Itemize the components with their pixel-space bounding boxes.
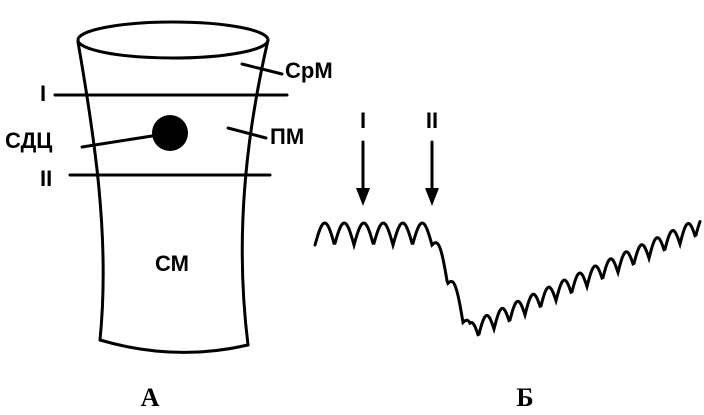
caption: А (141, 383, 160, 412)
arrow-label: II (426, 108, 438, 133)
label: СДЦ (5, 128, 52, 153)
label: СрМ (285, 58, 333, 83)
arrowhead (356, 188, 370, 206)
trace (313, 220, 702, 337)
vessel-bottom (98, 338, 250, 354)
vessel-right (240, 38, 270, 347)
vessel-left (76, 40, 105, 342)
label: I (40, 81, 46, 106)
arrow-label: I (360, 108, 366, 133)
vessel-top (76, 20, 270, 60)
label: II (40, 166, 52, 191)
arrowhead (425, 188, 439, 206)
caption: Б (516, 383, 533, 412)
label: СМ (155, 251, 189, 276)
vessel (53, 20, 289, 354)
label: ПМ (270, 124, 304, 149)
leader (226, 126, 268, 140)
leader (240, 62, 284, 76)
sinus-dot (152, 115, 188, 151)
leader (80, 134, 154, 149)
